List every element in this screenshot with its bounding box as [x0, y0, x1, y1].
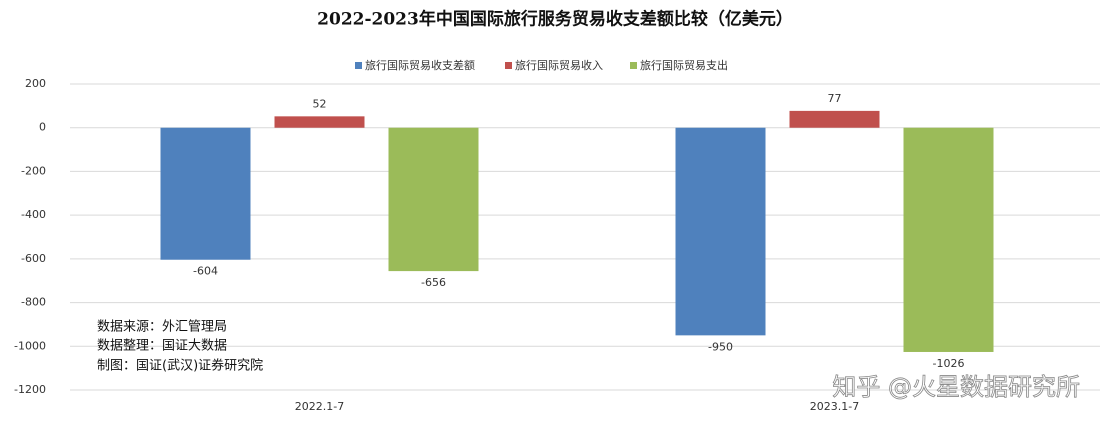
value-label: -656: [421, 276, 446, 289]
bar: [789, 110, 880, 128]
bar: [274, 116, 365, 128]
y-tick-label: -800: [21, 296, 46, 309]
source-note: 数据整理：国证大数据: [97, 339, 227, 354]
legend-label: 旅行国际贸易支出: [640, 58, 728, 72]
value-label: -950: [708, 340, 733, 353]
source-note: 数据来源：外汇管理局: [97, 320, 227, 335]
value-label: -1026: [933, 357, 965, 370]
value-label: 77: [828, 92, 842, 105]
legend-swatch: [630, 62, 637, 69]
value-label: -604: [193, 265, 218, 278]
legend-swatch: [505, 62, 512, 69]
y-tick-label: 200: [25, 77, 46, 90]
bar: [675, 127, 766, 336]
legend-label: 旅行国际贸易收支差额: [365, 58, 475, 72]
y-tick-label: 0: [39, 121, 46, 134]
y-tick-label: -600: [21, 252, 46, 265]
y-tick-label: -200: [21, 164, 46, 177]
bar: [903, 127, 994, 352]
source-note: 制图：国证(武汉)证券研究院: [97, 358, 263, 374]
x-tick-label: 2022.1-7: [295, 400, 344, 413]
chart-title: 2022-2023年中国国际旅行服务贸易收支差额比较（亿美元）: [317, 9, 793, 30]
bar: [160, 127, 251, 260]
value-label: 52: [313, 97, 327, 110]
x-tick-label: 2023.1-7: [810, 400, 859, 413]
y-tick-label: -1000: [14, 339, 46, 352]
legend-label: 旅行国际贸易收入: [515, 58, 603, 72]
y-tick-label: -1200: [14, 383, 46, 396]
y-tick-label: -400: [21, 208, 46, 221]
bar: [388, 127, 479, 272]
legend-swatch: [355, 62, 362, 69]
watermark: 知乎 @火星数据研究所: [832, 373, 1080, 401]
